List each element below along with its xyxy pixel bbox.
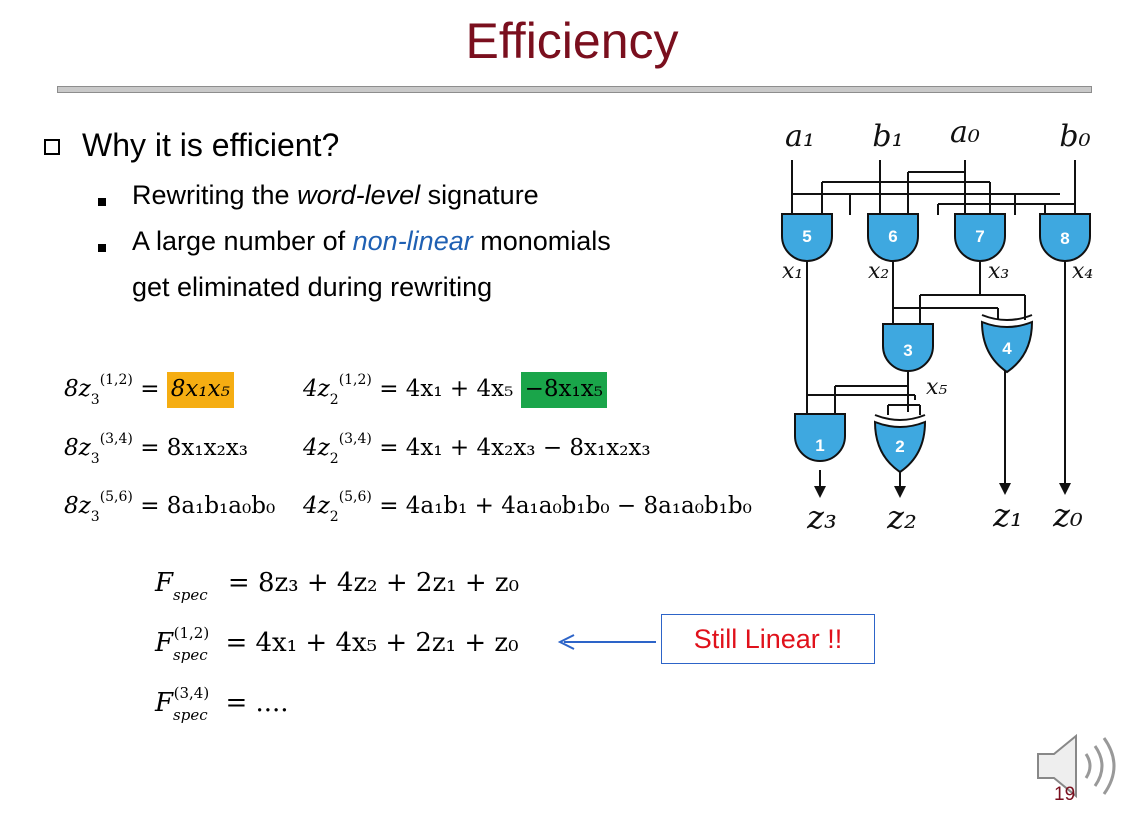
eq-z3-12: 8z3(1,2) = 8x₁x₅ bbox=[64, 372, 234, 408]
title-divider bbox=[57, 86, 1092, 93]
eq-z2-56: 4z2 (5,6) = 4a₁b₁ + 4a₁a₀b₁b₀ − 8a₁a₀b₁b₀ bbox=[303, 490, 752, 524]
eq-term: 4z bbox=[303, 493, 330, 519]
fspec-sup: (3,4) bbox=[173, 684, 210, 702]
and-gate-8 bbox=[1039, 213, 1091, 262]
output-z1: z₁ bbox=[992, 496, 1023, 534]
fspec-sup: (1,2) bbox=[173, 624, 210, 642]
wire-x1: x₁ bbox=[782, 259, 803, 284]
eq-sup: (1,2) bbox=[338, 372, 372, 388]
eq-rhs: = 4x₁ + 4x₂x₃ − 8x₁x₂x₃ bbox=[379, 435, 651, 461]
still-linear-callout: Still Linear !! bbox=[661, 614, 875, 664]
bullet-2-text-b: monomials bbox=[472, 226, 611, 256]
gate-label-8: 8 bbox=[1060, 229, 1069, 248]
xor-gate-2 bbox=[873, 420, 927, 474]
bullet-1-emphasis: word-level bbox=[297, 180, 421, 210]
square-bullet-icon bbox=[98, 244, 106, 252]
and-gate-3 bbox=[882, 323, 934, 372]
eq-rhs: = 4x₁ + 4x₅ bbox=[379, 376, 514, 402]
eq-sub: 2 bbox=[329, 392, 339, 408]
gate-label-7: 7 bbox=[975, 227, 984, 246]
eq-z3-56: 8z3 (5,6) = 8a₁b₁a₀b₀ bbox=[64, 490, 276, 524]
eq-sub: 3 bbox=[90, 451, 100, 467]
eq-sup: (5,6) bbox=[99, 489, 133, 505]
wire-x5: x₅ bbox=[926, 375, 947, 400]
bullet-2-line-2: get eliminated during rewriting bbox=[132, 272, 493, 302]
checkbox-bullet-icon bbox=[44, 139, 60, 155]
and-gate-7 bbox=[954, 213, 1006, 262]
speaker-icon[interactable] bbox=[1032, 728, 1124, 806]
fspec-line-3: Fspec (3,4) = .... bbox=[155, 686, 289, 723]
input-b1: b₁ bbox=[872, 119, 903, 154]
fspec-rhs: = 8z₃ + 4z₂ + 2z₁ + z₀ bbox=[227, 568, 519, 598]
eq-sup: (3,4) bbox=[99, 431, 133, 447]
gate-label-4: 4 bbox=[1002, 339, 1012, 358]
fspec-rhs: = 4x₁ + 4x₅ + 2z₁ + z₀ bbox=[225, 628, 519, 658]
eq-sup: (3,4) bbox=[338, 431, 372, 447]
gate-label-1: 1 bbox=[815, 436, 824, 455]
fspec-symbol: F bbox=[155, 628, 174, 658]
question-heading: Why it is efficient? bbox=[82, 127, 340, 163]
bullet-2: A large number of non-linear monomials bbox=[132, 226, 611, 257]
fspec-symbol: F bbox=[155, 688, 174, 718]
page-number: 19 bbox=[1054, 784, 1076, 805]
highlight-green: −8x₁x₅ bbox=[520, 372, 607, 408]
output-z2: z₂ bbox=[886, 498, 917, 536]
highlight-orange: 8x₁x₅ bbox=[166, 372, 234, 408]
gate-label-2: 2 bbox=[895, 437, 904, 456]
eq-sub: 3 bbox=[90, 392, 100, 408]
eq-rhs: 8x₁x₅ bbox=[170, 376, 230, 402]
output-z3: z₃ bbox=[806, 498, 837, 536]
eq-term: 4z bbox=[303, 376, 330, 402]
eq-sub: 3 bbox=[90, 509, 100, 525]
bullet-2-text-a: A large number of bbox=[132, 226, 353, 256]
wire-x3: x₃ bbox=[988, 259, 1009, 284]
eq-z2-12: 4z2 (1,2) = 4x₁ + 4x₅ −8x₁x₅ bbox=[303, 372, 607, 408]
fspec-line-1: Fspec = 8z₃ + 4z₂ + 2z₁ + z₀ bbox=[155, 568, 519, 603]
and-gate-1 bbox=[794, 413, 846, 462]
circuit-diagram: 5 6 7 8 3 4 1 2 a₁ b₁ a₀ b₀ x₁ x₂ x₃ x₄ … bbox=[781, 115, 1093, 536]
eq-rhs: = 8a₁b₁a₀b₀ bbox=[140, 493, 276, 519]
wire-x4: x₄ bbox=[1072, 259, 1093, 284]
gate-label-3: 3 bbox=[903, 341, 912, 360]
fspec-line-2: Fspec (1,2) = 4x₁ + 4x₅ + 2z₁ + z₀ bbox=[155, 626, 519, 663]
and-gate-5 bbox=[781, 213, 833, 262]
eq-rhs: = 8x₁x₂x₃ bbox=[140, 435, 248, 461]
eq-term: 8z bbox=[64, 493, 91, 519]
eq-sub: 2 bbox=[329, 509, 339, 525]
square-bullet-icon bbox=[98, 198, 106, 206]
eq-z2-34: 4z2 (3,4) = 4x₁ + 4x₂x₃ − 8x₁x₂x₃ bbox=[303, 432, 651, 466]
eq-sup: (1,2) bbox=[99, 372, 133, 388]
fspec-sub: spec bbox=[173, 586, 208, 604]
eq-z3-34: 8z3 (3,4) = 8x₁x₂x₃ bbox=[64, 432, 248, 466]
eq-rhs: = 4a₁b₁ + 4a₁a₀b₁b₀ − 8a₁a₀b₁b₀ bbox=[379, 493, 752, 519]
fspec-symbol: F bbox=[155, 568, 174, 598]
eq-term: 8z bbox=[64, 376, 91, 402]
input-a0: a₀ bbox=[950, 115, 980, 150]
fspec-sub: spec bbox=[173, 646, 208, 664]
slide-title: Efficiency bbox=[465, 13, 679, 69]
gate-label-5: 5 bbox=[802, 227, 811, 246]
fspec-rhs: = .... bbox=[225, 688, 289, 718]
xor-gate-4 bbox=[980, 320, 1034, 374]
bullet-1-text-b: signature bbox=[420, 180, 539, 210]
eq-sup: (5,6) bbox=[338, 489, 372, 505]
eq-rhs: −8x₁x₅ bbox=[524, 376, 603, 402]
fspec-sub: spec bbox=[173, 706, 208, 724]
and-gate-6 bbox=[867, 213, 919, 262]
eq-term: 8z bbox=[64, 435, 91, 461]
input-b0: b₀ bbox=[1059, 119, 1090, 154]
bullet-2-emphasis: non-linear bbox=[352, 226, 473, 256]
left-arrow-icon bbox=[557, 634, 656, 650]
gate-label-6: 6 bbox=[888, 227, 897, 246]
output-z0: z₀ bbox=[1052, 496, 1083, 534]
wire-x2: x₂ bbox=[868, 259, 889, 284]
eq-term: 4z bbox=[303, 435, 330, 461]
eq-sub: 2 bbox=[329, 451, 339, 467]
bullet-1-text-a: Rewriting the bbox=[132, 180, 298, 210]
input-a1: a₁ bbox=[785, 119, 815, 154]
bullet-1: Rewriting the word-level signature bbox=[132, 180, 539, 211]
